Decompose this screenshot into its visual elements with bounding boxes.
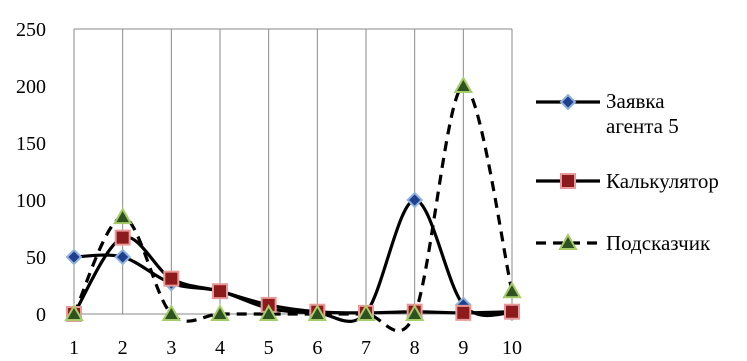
data-point-podskazchik [161,303,182,321]
legend-label: агента 5 [606,114,679,138]
legend-marker [560,173,576,189]
series-line-podskazchik [72,84,514,333]
data-point-podskazchik [307,303,328,321]
legend-label: Калькулятор [606,169,719,193]
data-point-zayavka-agenta-5 [114,248,132,266]
data-point-zayavka-agenta-5 [406,191,424,209]
chart-grid [73,28,513,315]
legend-marker [559,93,577,111]
x-tick-label: 9 [458,337,468,359]
legend-item-podskazchik: Подсказчик [536,231,711,255]
data-point-kalkulyator [114,229,131,246]
data-point-podskazchik [64,303,84,321]
data-point-zayavka-agenta-5 [65,248,83,266]
series-lines [72,84,514,333]
data-point-podskazchik [502,281,522,299]
data-point-podskazchik [112,207,133,225]
x-tick-label: 2 [118,337,128,359]
series-markers [64,75,522,322]
legend-item-kalkulyator: Калькулятор [536,169,719,193]
y-tick-label: 50 [26,247,46,269]
y-tick-label: 150 [16,133,46,155]
data-point-podskazchik [453,75,474,93]
data-point-kalkulyator [163,270,180,287]
legend-label: Заявка [606,89,665,113]
x-tick-label: 4 [215,337,225,359]
data-point-podskazchik [258,303,279,321]
legend-marker [558,232,578,250]
data-point-podskazchik [404,303,425,321]
data-point-kalkulyator [455,304,472,321]
y-tick-label: 0 [36,304,46,326]
series-line-zayavka-agenta-5 [73,198,513,323]
x-tick-label: 5 [264,337,274,359]
series-line-kalkulyator [72,235,513,315]
x-tick-label: 3 [166,337,176,359]
data-point-podskazchik [210,303,230,321]
x-tick-label: 10 [502,337,522,359]
y-tick-label: 100 [16,190,46,212]
x-tick-label: 7 [361,337,371,359]
y-tick-label: 200 [16,76,46,98]
data-point-kalkulyator [212,283,228,300]
legend-label: Подсказчик [606,231,711,255]
data-point-podskazchik [356,303,376,321]
x-tick-label: 8 [410,337,420,359]
data-point-kalkulyator [504,303,520,320]
y-tick-label: 250 [16,19,46,41]
x-tick-label: 6 [312,337,322,359]
y-axis-ticks: 0 50 100 150 200 250 [16,19,46,326]
x-tick-label: 1 [69,337,79,359]
x-axis-ticks: 1 2 3 4 5 6 7 8 9 10 [69,337,522,359]
